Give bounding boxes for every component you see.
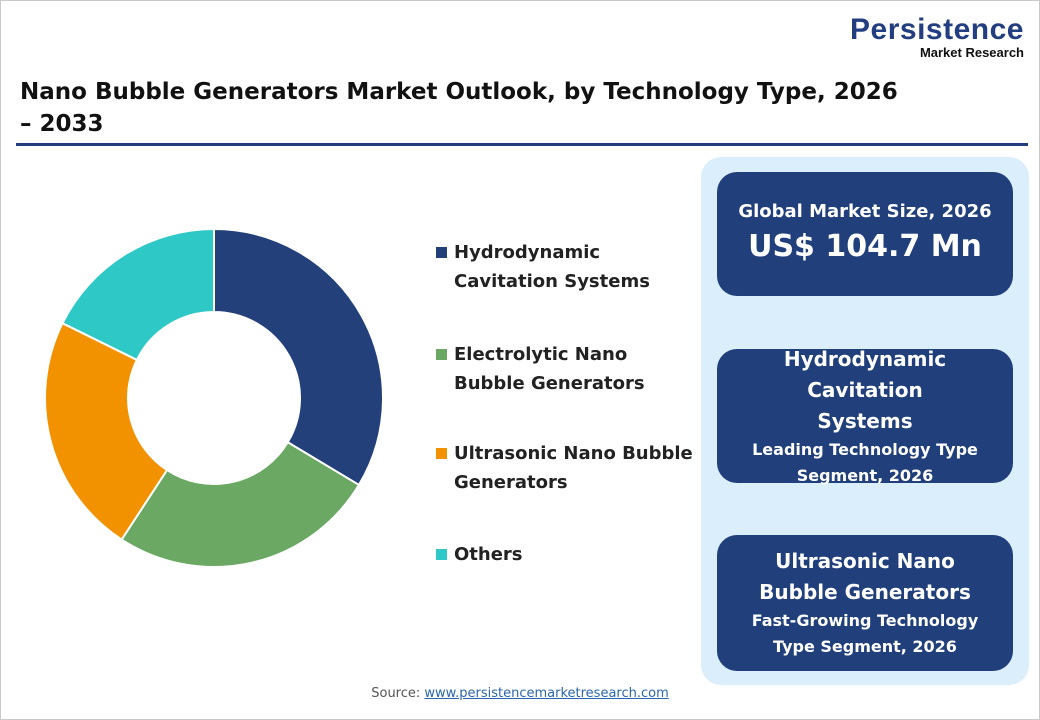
source-link[interactable]: www.persistencemarketresearch.com	[424, 686, 669, 701]
legend-swatch	[436, 349, 447, 360]
legend-item-others: Others	[436, 540, 696, 569]
donut-slice-0	[213, 227, 384, 487]
donut-slice-2	[44, 321, 169, 541]
legend-item-ultrasonic: Ultrasonic Nano Bubble Generators	[436, 439, 696, 497]
logo-name: Persistence	[850, 13, 1024, 46]
market-size-card: Global Market Size, 2026 US$ 104.7 Mn	[717, 172, 1013, 296]
source: Source: www.persistencemarketresearch.co…	[0, 686, 1040, 701]
card-sub: Leading Technology Type Segment, 2026	[752, 439, 978, 485]
donut-slice-1	[120, 440, 361, 568]
legend-label: Electrolytic Nano Bubble Generators	[454, 344, 645, 394]
legend-swatch	[436, 247, 447, 258]
logo: Persistence Market Research	[824, 14, 1024, 60]
title-divider	[16, 143, 1028, 146]
legend-swatch	[436, 448, 447, 459]
card-value: US$ 104.7 Mn	[748, 229, 982, 264]
chart-title: Nano Bubble Generators Market Outlook, b…	[20, 79, 898, 137]
card-label: Hydrodynamic Cavitation Systems	[783, 346, 947, 433]
logo-tagline: Market Research	[919, 45, 1024, 60]
legend-label: Ultrasonic Nano Bubble Generators	[454, 443, 693, 493]
leading-segment-card: Hydrodynamic Cavitation Systems Leading …	[717, 347, 1013, 485]
source-prefix: Source:	[371, 686, 425, 701]
legend-swatch	[436, 549, 447, 560]
donut-chart	[44, 227, 384, 568]
donut-slice-3	[61, 227, 215, 362]
card-label: Ultrasonic Nano Bubble Generators	[759, 549, 971, 604]
card-sub: Fast-Growing Technology Type Segment, 20…	[751, 611, 979, 656]
legend-label: Hydrodynamic Cavitation Systems	[454, 242, 650, 292]
legend-item-electrolytic: Electrolytic Nano Bubble Generators	[436, 340, 696, 398]
card-label: Global Market Size, 2026	[738, 201, 992, 222]
legend-item-hydrodynamic: Hydrodynamic Cavitation Systems	[436, 238, 696, 296]
legend-label: Others	[454, 544, 523, 565]
fast-growing-card: Ultrasonic Nano Bubble Generators Fast-G…	[717, 535, 1013, 671]
